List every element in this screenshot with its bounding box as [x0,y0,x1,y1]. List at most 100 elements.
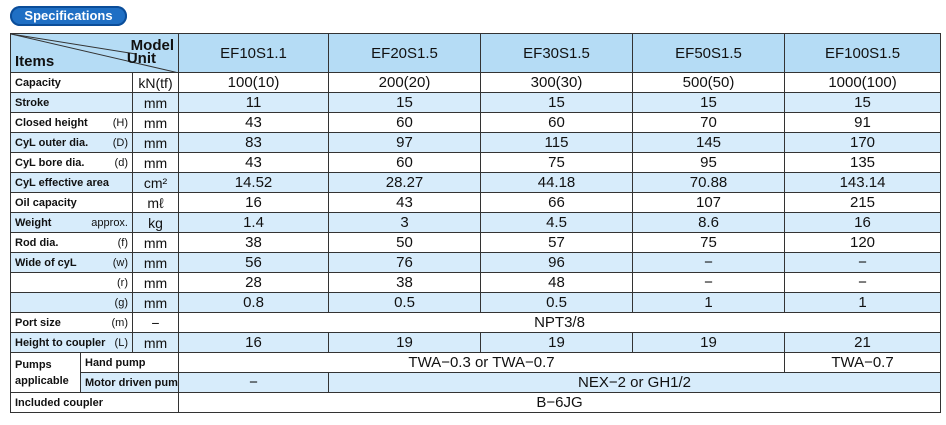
spec-row: (f) Rod dia. mm 38 50 57 75 120 [10,232,942,253]
value-cell: 0.5 [328,292,482,313]
item-cell: (d) CyL bore dia. [10,152,133,173]
model-label: Model [130,37,175,54]
unit-label: Unit [126,50,157,67]
value-cell: 16 [784,212,942,233]
value-cell: 75 [632,232,786,253]
value-cell: 19 [632,332,786,353]
unit-cell: mm [131,332,180,353]
value-cell: NEX−2 or GH1/2 [328,372,942,393]
pump-name: Motor driven pump [79,372,180,393]
value-cell: 44.18 [480,172,634,193]
value-cell: 0.5 [480,292,634,313]
model-header: EF100S1.5 [784,33,942,73]
item-note: (f) [117,236,128,249]
item-name: CyL bore dia. [15,156,85,169]
value-cell: − [632,252,786,273]
pump-row: Motor driven pump − NEX−2 or GH1/2 [11,372,942,393]
spec-row: (w) Wide of cyL mm 56 76 96− − [10,252,942,273]
spec-row: Oil capacity mℓ 16 43 66 107 215 [10,192,942,213]
unit-cell: mm [131,272,180,293]
item-name: Stroke [15,96,50,109]
value-cell: 60 [328,112,482,133]
pump-name: Hand pump [79,352,180,373]
value-cell: 16 [178,192,330,213]
pump-row: Pumps applicable Hand pump TWA−0.3 or TWA−0… [10,352,942,393]
spec-row: Capacity kN(tf) 100(10) 200(20) 300(30) 500(5… [10,72,942,93]
item-note: approx. [91,216,128,229]
value-cell: 4.5 [480,212,634,233]
value-cell: 43 [178,112,330,133]
item-name: CyL outer dia. [15,136,89,149]
value-cell: 43 [328,192,482,213]
spec-row: (d) CyL bore dia. mm 43 60 75 95 135 [10,152,942,173]
value-cell: 76 [328,252,482,273]
item-name: CyL effective area [15,176,109,189]
item-cell: (g) [10,292,133,313]
value-cell: 8.6 [632,212,786,233]
value-cell: 15 [784,92,942,113]
item-note: (d) [114,156,128,169]
value-cell: 3 [328,212,482,233]
value-cell: 300(30) [480,72,634,93]
spec-row: (r) mm 28 38 48− − [10,272,942,293]
unit-cell: kN(tf) [131,72,180,93]
item-note: (w) [112,256,128,269]
spec-row: (H) Closed height mm 43 60 60 70 91 [10,112,942,133]
value-cell: 97 [328,132,482,153]
value-cell: 170 [784,132,942,153]
value-cell: 120 [784,232,942,253]
item-cell: (w) Wide of cyL [10,252,133,273]
spec-row: (D) CyL outer dia. mm 83 97 115 145 170 [10,132,942,153]
section-badge: Specifications [10,6,127,26]
value-cell: 1.4 [178,212,330,233]
coupler-row: Included coupler B−6JG [9,392,942,413]
value-cell: 60 [328,152,482,173]
item-cell: (f) Rod dia. [10,232,133,253]
item-cell: approx. Weight [10,212,133,233]
value-cell: 19 [480,332,634,353]
unit-cell: mm [131,152,180,173]
item-cell: (D) CyL outer dia. [10,132,133,153]
item-name: Wide of cyL [15,256,77,269]
item-cell: Oil capacity [10,192,133,213]
value-cell: 16 [178,332,330,353]
value-cell: 96 [480,252,634,273]
value-cell: 200(20) [328,72,482,93]
model-header: EF10S1.1 [178,33,330,73]
spec-row: (L) Height to coupler mm 16 19 19 19 21 [10,332,942,353]
value-cell: − [784,272,942,293]
value-cell: 107 [632,192,786,213]
spec-row: CyL effective area cm² 14.52 28.27 44.18 70.8… [10,172,942,193]
item-name: Oil capacity [15,196,77,209]
item-cell: CyL effective area [10,172,133,193]
item-cell: (H) Closed height [10,112,133,133]
item-cell: (L) Height to coupler [10,332,133,353]
model-header: EF30S1.5 [480,33,634,73]
value-cell: 43 [178,152,330,173]
model-header: EF50S1.5 [632,33,786,73]
value-cell: 60 [480,112,634,133]
value-cell: B−6JG [178,392,942,413]
value-cell: 14.52 [178,172,330,193]
diagonals [11,34,175,72]
value-cell: − [178,372,330,393]
spec-table: Model Unit Items EF10S1.1 EF20S1.5 EF30S1.… [9,33,942,413]
value-cell: 500(50) [632,72,786,93]
item-note: (H) [112,116,128,129]
value-cell: TWA−0.7 [784,352,942,373]
item-note: (D) [112,136,128,149]
item-note: (r) [117,276,128,289]
item-name: Weight [15,216,52,229]
unit-cell: kg [131,212,180,233]
value-cell: 70 [632,112,786,133]
value-cell: 145 [632,132,786,153]
value-cell: 21 [784,332,942,353]
value-cell: 83 [178,132,330,153]
unit-cell: mm [131,92,180,113]
item-cell: Stroke [10,92,133,113]
item-cell: (m) Port size [10,312,133,333]
value-cell: 100(10) [178,72,330,93]
unit-cell: mm [131,132,180,153]
unit-cell: − [131,312,180,333]
item-note: (L) [114,336,128,349]
